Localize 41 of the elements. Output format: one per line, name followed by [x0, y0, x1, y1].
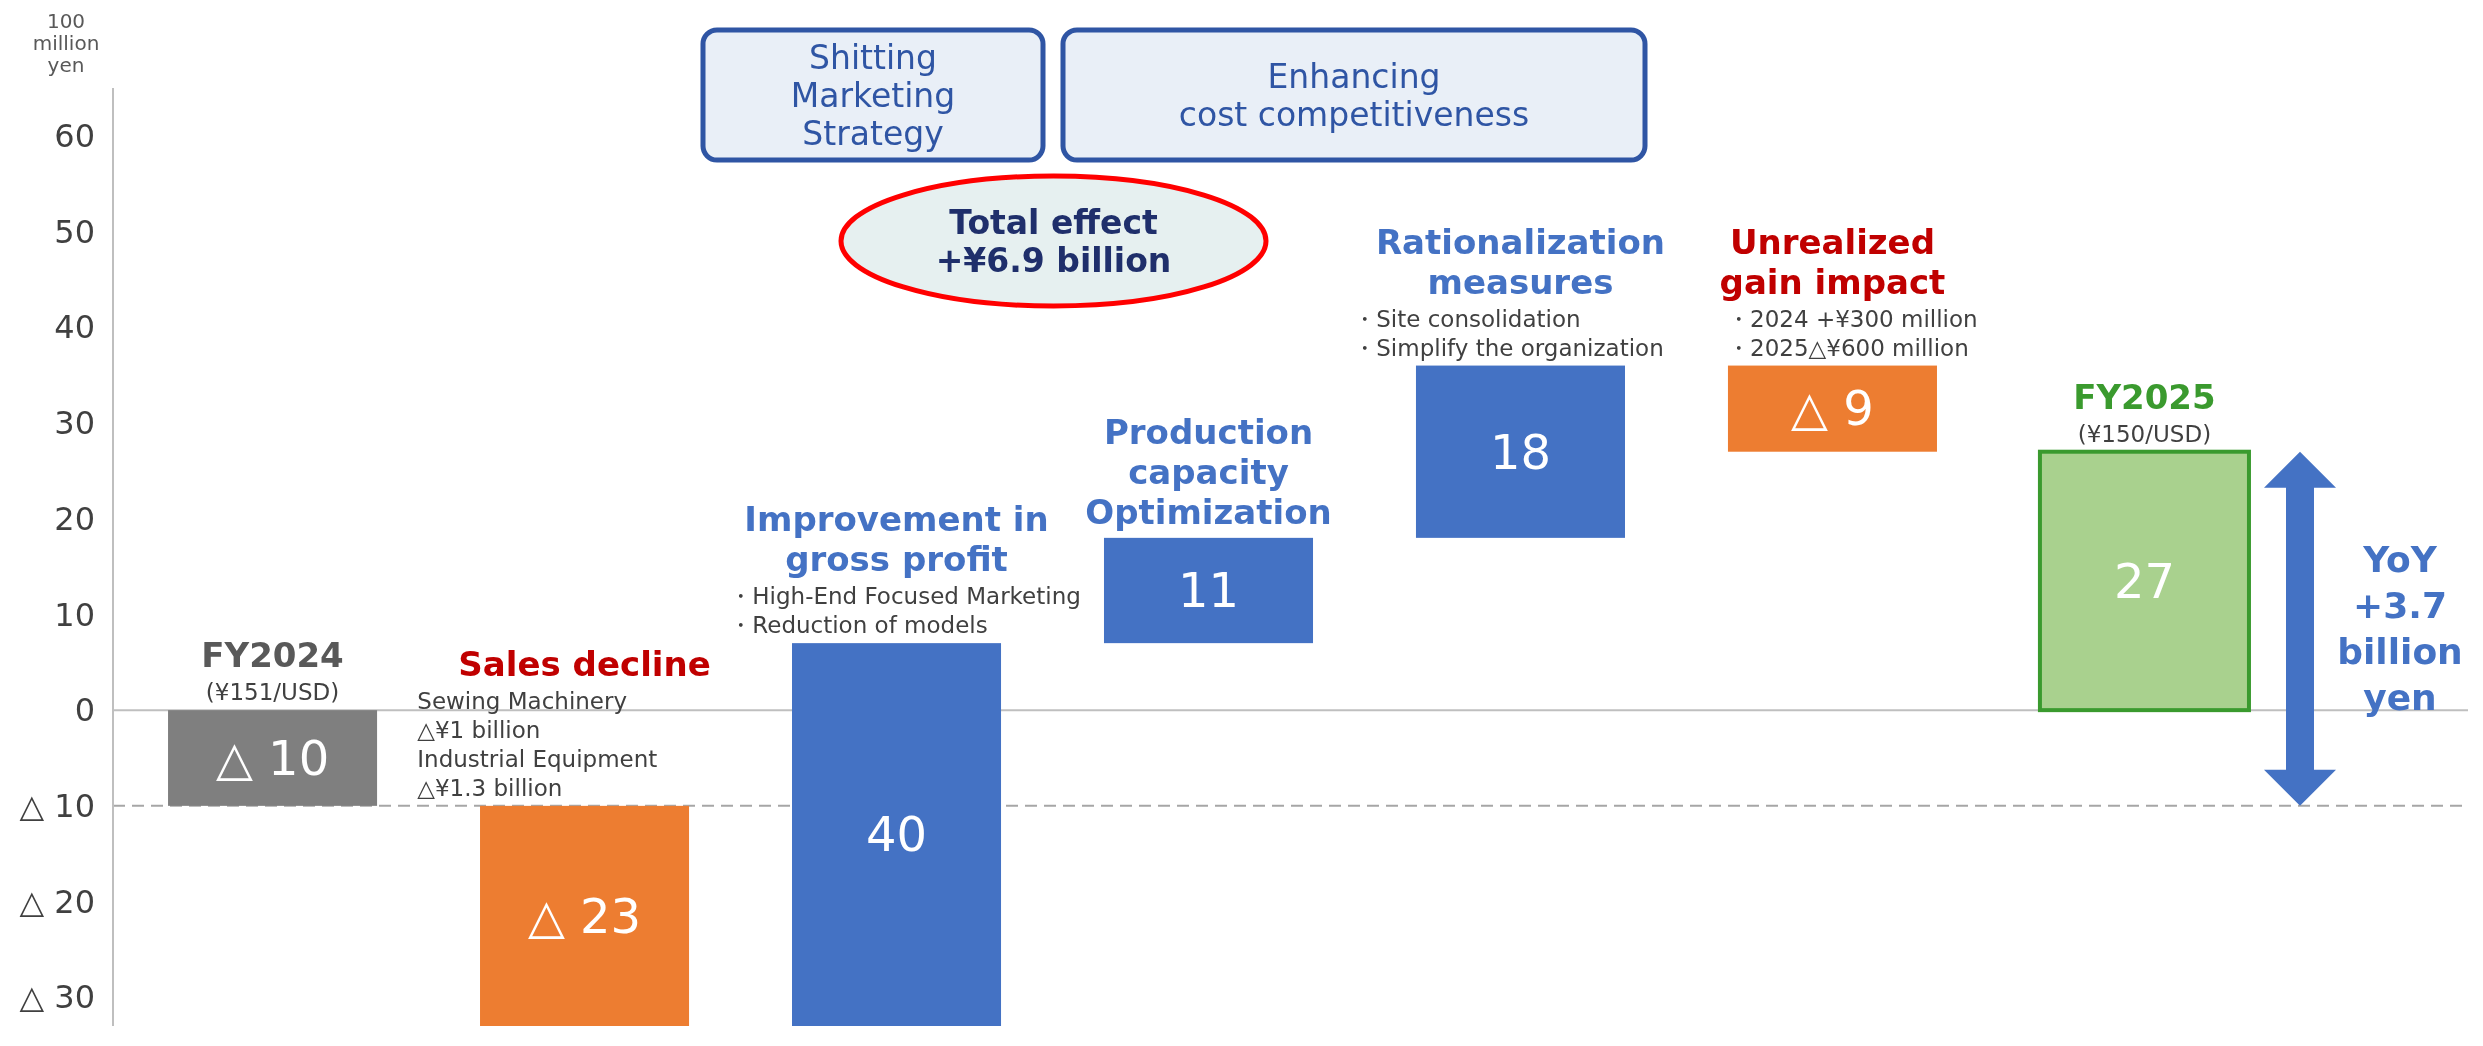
annotation: Shitting Marketing Strategy — [790, 38, 956, 153]
y-tick-label: △ 30 — [19, 978, 95, 1017]
annotation: Sewing Machinery △¥1 billion Industrial Equipment △¥1.3 billion — [417, 687, 658, 801]
x-tick-label: FY2024 — [201, 635, 344, 676]
y-tick-label: △ 20 — [19, 882, 95, 921]
annotation: ・High-End Focused Marketing ・Reduction of models — [729, 583, 1081, 639]
y-tick-label: 60 — [54, 117, 95, 156]
y-tick-label: 20 — [54, 499, 95, 538]
y-tick-label: 30 — [54, 404, 95, 443]
y-axis-title: 100 million yen — [32, 9, 100, 77]
data-label: 40 — [865, 806, 928, 863]
bar — [1727, 365, 1937, 452]
x-tick-label: FY2025 — [2073, 376, 2216, 417]
y-tick-label: 0 — [74, 691, 95, 730]
data-label: △ 23 — [527, 887, 642, 944]
bar — [480, 805, 690, 1026]
x-tick-label: Improvement in gross profit — [744, 499, 1049, 580]
bar — [1103, 537, 1314, 644]
y-tick-label: 10 — [54, 595, 95, 634]
bar — [1415, 365, 1625, 538]
annotation: (¥151/USD) — [205, 679, 340, 706]
data-label: △ 9 — [1791, 380, 1874, 437]
x-tick-label: Sales decline — [458, 643, 711, 684]
x-tick-label: Production capacity Optimization — [1085, 411, 1332, 532]
annotation: (¥150/USD) — [2077, 420, 2212, 447]
annotation: ・2024 +¥300 million ・2025△¥600 million — [1727, 305, 1978, 361]
y-tick-label: △ 10 — [19, 787, 95, 826]
annotation: Total effect +¥6.9 billion — [935, 203, 1172, 280]
data-label: 27 — [2113, 552, 2175, 609]
y-tick-label: 40 — [54, 308, 95, 347]
data-label: △ 10 — [215, 729, 330, 786]
annotation: Enhancing cost competitiveness — [1178, 57, 1530, 134]
data-label: 11 — [1177, 562, 1240, 619]
annotation: ・Site consolidation ・Simplify the organization — [1353, 305, 1664, 361]
bar — [168, 710, 378, 806]
bar — [792, 643, 1002, 1026]
x-tick-label: Unrealized gain impact — [1719, 221, 1946, 302]
x-tick-label: Rationalization measures — [1375, 221, 1666, 302]
annotation: YoY +3.7 billion yen — [2337, 538, 2463, 718]
y-tick-label: 50 — [54, 212, 95, 251]
data-label: 18 — [1489, 423, 1552, 480]
